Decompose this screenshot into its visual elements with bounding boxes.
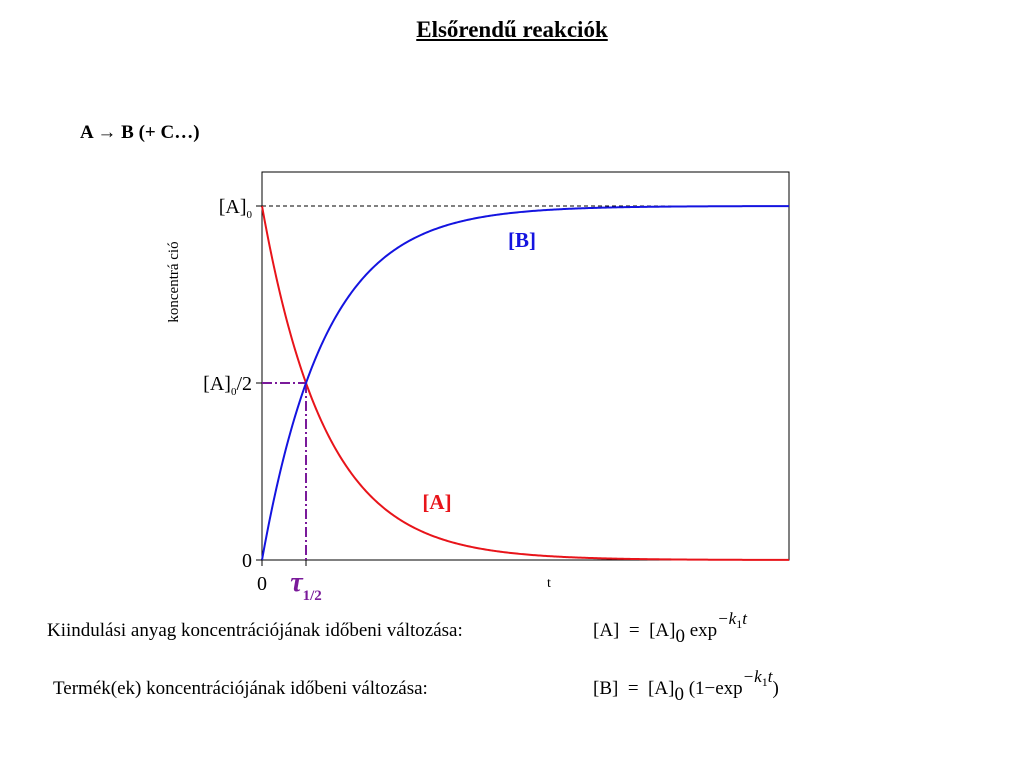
formula-func: exp — [715, 678, 743, 699]
formula-close: ) — [772, 678, 779, 699]
equation-label-B: Termék(ek) koncentrációjának időbeni vál… — [53, 678, 428, 699]
y-tick-label: [A]0 — [219, 196, 253, 221]
formula-lhs: [B] — [593, 678, 619, 699]
formula-func: exp — [689, 620, 718, 641]
series-label-B: [B] — [508, 228, 536, 252]
x-axis-label: t — [547, 576, 551, 591]
formula-rhs: [A] — [648, 678, 675, 699]
equation-label-A: Kiindulási anyag koncentrációjának időbe… — [47, 620, 463, 641]
equation-formula-A: [A] = [A]0 exp−k1t — [593, 609, 747, 647]
slide-title: Elsőrendű reakciók — [416, 17, 608, 42]
formula-rhs-sub: 0 — [674, 684, 684, 705]
formula-open: (1− — [688, 678, 716, 699]
series-line-B — [261, 205, 789, 561]
formula-exponent: −k1t — [717, 609, 747, 631]
series-label-A: [A] — [422, 490, 451, 514]
y-tick-label: [A]0/2 — [203, 373, 252, 398]
y-tick-label: 0 — [242, 550, 252, 572]
x-tick-label: 0 — [257, 573, 267, 595]
formula-rhs: [A] — [649, 620, 676, 641]
formula-lhs: [A] — [593, 620, 620, 641]
plot-frame — [261, 171, 790, 561]
reaction-equation: A → B (+ C…) — [80, 122, 200, 143]
formula-equals: = — [623, 678, 644, 699]
series-line-A — [261, 205, 789, 561]
half-life-label: τ1/2 — [290, 567, 322, 604]
formula-equals: = — [624, 620, 645, 641]
formula-rhs-sub: 0 — [675, 626, 686, 647]
y-axis-label: koncentrá ció — [166, 241, 182, 322]
equation-formula-B: [B] = [A]0 (1−exp−k1t) — [593, 667, 779, 705]
formula-exponent: −k1t — [742, 667, 773, 689]
